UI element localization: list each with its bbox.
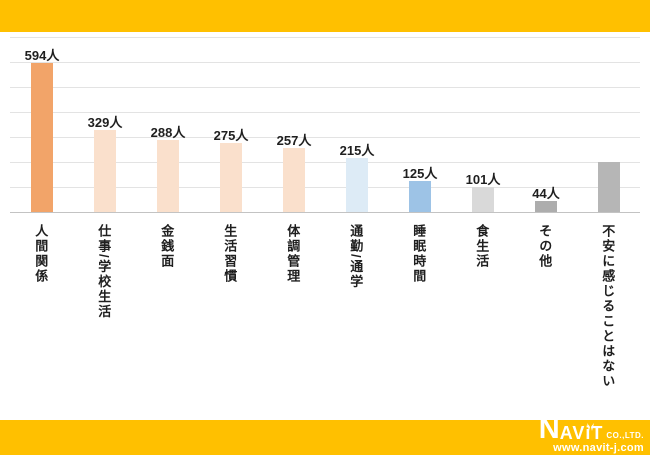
gridline bbox=[10, 162, 640, 163]
bar bbox=[409, 181, 431, 212]
bar bbox=[157, 140, 179, 212]
category-label: 通勤/通学 bbox=[348, 224, 364, 290]
bar bbox=[535, 201, 557, 212]
navit-logo: N AV i T CO.,LTD. www.navit-j.com bbox=[538, 413, 644, 454]
category-label: 睡眠時間 bbox=[411, 224, 427, 284]
category-label: 仕事/学校生活 bbox=[96, 224, 112, 320]
bar-value-label: 275人 bbox=[213, 128, 249, 143]
top-accent-bar bbox=[0, 0, 650, 32]
gridline bbox=[10, 187, 640, 188]
bar-value-label: 215人 bbox=[339, 143, 375, 158]
bar bbox=[220, 143, 242, 212]
bar bbox=[598, 162, 620, 212]
bar bbox=[472, 187, 494, 212]
bar bbox=[346, 158, 368, 212]
gridline bbox=[10, 112, 640, 113]
bar-value-label: 257人 bbox=[276, 133, 312, 148]
category-label: 人間関係 bbox=[33, 224, 49, 284]
bar bbox=[31, 63, 53, 212]
rabbit-ears-icon bbox=[586, 416, 595, 434]
gridline bbox=[10, 137, 640, 138]
bar bbox=[94, 130, 116, 212]
category-label: 食生活 bbox=[474, 224, 490, 269]
bar bbox=[283, 148, 305, 212]
gridline bbox=[10, 37, 640, 38]
logo-company-suffix: CO.,LTD. bbox=[606, 431, 644, 440]
gridline bbox=[10, 87, 640, 88]
category-label: 不安に感じることはない bbox=[600, 224, 616, 389]
bar-value-label: 44人 bbox=[532, 186, 560, 201]
x-axis-line bbox=[10, 212, 640, 213]
logo-letters-av: AV bbox=[559, 423, 586, 443]
category-label: 金銭面 bbox=[159, 224, 175, 269]
category-label: その他 bbox=[537, 224, 553, 269]
bar-value-label: 594人 bbox=[24, 48, 60, 63]
logo-letter-n: N bbox=[538, 413, 560, 446]
logo-letter-i: i bbox=[585, 423, 595, 442]
bar-value-label: 125人 bbox=[402, 166, 438, 181]
gridline bbox=[10, 62, 640, 63]
bar-value-label: 101人 bbox=[465, 172, 501, 187]
logo-letter-t: T bbox=[591, 423, 604, 443]
logo-url: www.navit-j.com bbox=[553, 442, 644, 454]
bar-value-label: 329人 bbox=[87, 115, 123, 130]
bar-value-label: 288人 bbox=[150, 125, 186, 140]
footer-accent-bar: N AV i T CO.,LTD. www.navit-j.com bbox=[0, 413, 650, 455]
navit-logo-wordmark: N AV i T CO.,LTD. bbox=[538, 413, 644, 446]
category-label: 体調管理 bbox=[285, 224, 301, 284]
category-label: 生活習慣 bbox=[222, 224, 238, 284]
